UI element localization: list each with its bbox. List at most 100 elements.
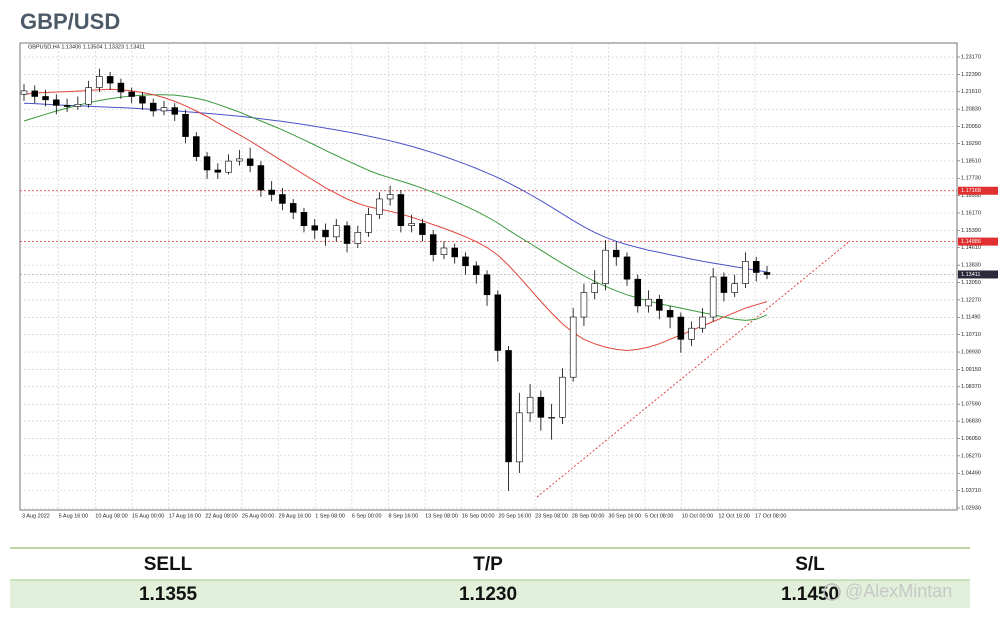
y-tick-label: 1.02930 (961, 505, 981, 511)
candle-body (569, 316, 577, 378)
y-tick-label: 1.19290 (961, 141, 981, 147)
candle-body (117, 82, 125, 93)
candle-body (85, 87, 92, 105)
y-tick-label: 1.09150 (961, 367, 981, 373)
candle-body (731, 283, 738, 293)
candle-body (333, 225, 340, 238)
y-tick-label: 1.23170 (961, 54, 981, 60)
candle-body (408, 223, 415, 227)
table-header: T/P (473, 554, 503, 575)
candle-body (139, 96, 146, 104)
table-header: S/L (795, 554, 825, 575)
price-level-tag (958, 186, 998, 195)
chart-info: GBPUSD,H4 1.13406 1.13504 1.13323 1.1341… (28, 44, 145, 50)
x-tick-label: 1 Sep 08:00 (315, 513, 345, 519)
candle-body (440, 247, 448, 255)
moving-average (23, 88, 768, 352)
table-value-row (10, 580, 970, 608)
candle-body (214, 169, 222, 173)
candle-body (720, 276, 728, 293)
candle-body (623, 256, 631, 280)
page-title: GBP/USD (20, 9, 120, 34)
candle-body (494, 294, 502, 351)
price-level-label: 1.14886 (961, 239, 981, 245)
x-tick-label: 30 Sep 16:00 (608, 513, 641, 519)
candle-body (236, 158, 243, 162)
y-tick-label: 1.14610 (961, 245, 981, 251)
x-tick-label: 17 Oct 08:00 (755, 513, 787, 519)
y-tick-label: 1.22390 (961, 72, 981, 78)
candle-body (505, 350, 512, 463)
moving-average (23, 102, 768, 273)
candle-body (763, 272, 771, 275)
x-tick-label: 6 Sep 00:00 (352, 513, 382, 519)
candle-body (96, 76, 103, 88)
x-tick-label: 17 Aug 16:00 (169, 513, 201, 519)
table-value: 1.1355 (139, 584, 198, 605)
x-tick-label: 28 Sep 00:00 (572, 513, 605, 519)
x-tick-label: 23 Sep 08:00 (535, 513, 568, 519)
plot-frame (19, 42, 958, 511)
trend-line (536, 240, 851, 498)
moving-average (23, 94, 768, 321)
candle-body (149, 102, 157, 112)
candle-body (451, 247, 458, 258)
x-tick-label: 16 Sep 00:00 (462, 513, 495, 519)
y-tick-label: 1.06050 (961, 436, 981, 442)
y-tick-label: 1.20050 (961, 124, 981, 130)
candle-body (656, 298, 663, 311)
watermark-icon (823, 583, 841, 601)
candle-body (300, 212, 308, 227)
y-tick-label: 1.12270 (961, 297, 981, 303)
candle-body (580, 292, 588, 318)
candle-body (128, 91, 135, 97)
x-tick-label: 20 Sep 16:00 (498, 513, 531, 519)
candle-body (742, 261, 749, 284)
candle-body (591, 283, 598, 293)
x-tick-label: 15 Aug 00:00 (132, 513, 164, 519)
y-tick-label: 1.13050 (961, 280, 981, 286)
candle-body (193, 136, 200, 157)
candle-body (182, 113, 189, 137)
candle-body (386, 194, 394, 200)
candle-body (397, 194, 405, 227)
candle-body (526, 396, 534, 414)
y-tick-label: 1.15390 (961, 228, 981, 234)
price-level-label: 1.17168 (961, 188, 981, 194)
table-value: 1.1450 (781, 584, 839, 605)
price-level-tag (958, 270, 998, 279)
candle-body (699, 316, 706, 329)
candle-body (602, 249, 609, 284)
candle-body (322, 229, 329, 238)
candle-body (31, 90, 39, 97)
candle-body (752, 261, 760, 273)
candle-body (419, 223, 426, 235)
table-header: SELL (144, 554, 193, 575)
candle-body (257, 165, 265, 191)
y-tick-label: 1.08370 (961, 384, 981, 390)
candle-body (289, 203, 297, 213)
x-tick-label: 10 Aug 08:00 (95, 513, 127, 519)
x-tick-label: 5 Aug 16:00 (59, 513, 88, 519)
y-tick-label: 1.04490 (961, 471, 981, 477)
x-tick-label: 29 Aug 16:00 (279, 513, 311, 519)
y-tick-label: 1.07590 (961, 402, 981, 408)
candle-body (20, 90, 28, 95)
candle-body (548, 417, 555, 419)
y-tick-label: 1.13830 (961, 263, 981, 269)
candle-body (688, 327, 695, 340)
candle-body (160, 107, 168, 112)
candle-body (666, 310, 674, 318)
candle-body (42, 96, 49, 101)
y-tick-label: 1.09930 (961, 349, 981, 355)
candle-body (709, 276, 717, 318)
candle-body (106, 76, 114, 84)
candle-body (246, 158, 254, 166)
candle-body (171, 107, 179, 115)
candle-body (516, 412, 523, 463)
x-tick-label: 13 Sep 08:00 (425, 513, 458, 519)
candle-body (279, 194, 286, 204)
x-tick-label: 10 Oct 00:00 (682, 513, 714, 519)
price-level-tag (958, 237, 998, 246)
